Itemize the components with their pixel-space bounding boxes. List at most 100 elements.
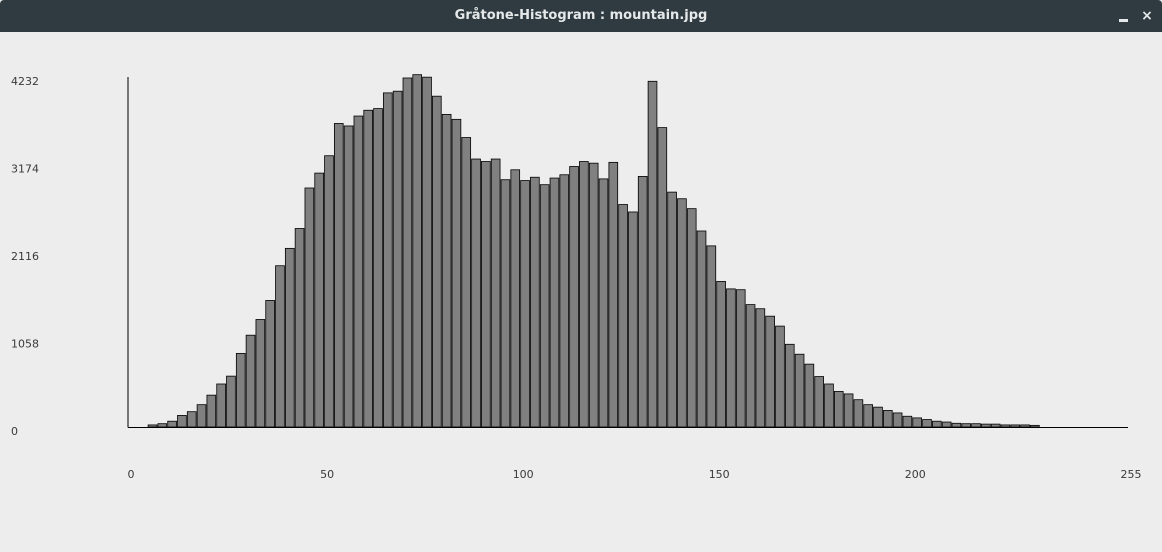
histogram-bar — [1000, 424, 1011, 428]
histogram-bar — [755, 308, 766, 428]
histogram-bar — [265, 300, 275, 428]
close-button[interactable]: × — [1137, 6, 1157, 26]
histogram-bar — [549, 177, 560, 428]
histogram-bar — [206, 394, 217, 428]
histogram-bar — [775, 325, 785, 428]
y-tick-label: 0 — [11, 425, 18, 438]
histogram-bar — [177, 415, 187, 428]
minimize-icon — [1119, 19, 1128, 22]
histogram-bar — [284, 247, 295, 428]
histogram-bar — [628, 211, 638, 428]
histogram-bar — [520, 180, 530, 428]
histogram-bar — [873, 406, 883, 428]
histogram-bar — [245, 334, 256, 428]
x-tick-label: 100 — [513, 468, 534, 481]
window-title: Gråtone-Histogram : mountain.jpg — [454, 8, 708, 23]
histogram-bar — [373, 108, 383, 428]
window-titlebar[interactable]: Gråtone-Histogram : mountain.jpg × — [0, 0, 1162, 32]
histogram-bar — [833, 391, 844, 428]
histogram-bar — [353, 115, 364, 428]
histogram-bar — [275, 265, 285, 428]
histogram-bar — [922, 419, 932, 428]
histogram-bar — [932, 420, 942, 428]
histogram-bar — [598, 178, 609, 428]
histogram-bar — [814, 376, 824, 428]
x-tick-label: 0 — [128, 468, 135, 481]
histogram-bar — [461, 137, 472, 428]
y-tick-label: 4232 — [11, 75, 39, 88]
histogram-bar — [588, 162, 599, 428]
histogram-bar — [716, 281, 726, 428]
histogram-bar — [971, 423, 981, 428]
histogram-bar — [226, 375, 236, 428]
histogram-bar — [1020, 424, 1030, 428]
histogram-bar — [706, 245, 717, 428]
x-tick-label: 50 — [320, 468, 334, 481]
histogram-bar — [569, 166, 579, 428]
histogram-bar — [902, 415, 913, 428]
histogram-bar — [824, 383, 834, 428]
histogram-bar — [314, 172, 324, 428]
histogram-bar — [647, 80, 658, 428]
histogram-bar — [216, 383, 226, 428]
histogram-bar — [392, 90, 403, 428]
histogram-bar — [422, 76, 432, 428]
histogram-bar — [235, 352, 246, 428]
histogram-bar — [157, 423, 168, 428]
histogram-bar — [441, 113, 452, 428]
histogram-bar — [941, 421, 952, 428]
histogram-bar — [333, 123, 344, 428]
histogram-bar — [196, 404, 207, 428]
histogram-bar — [412, 74, 423, 428]
histogram-bar — [1010, 424, 1021, 428]
y-tick-label: 3174 — [11, 163, 39, 176]
histogram-bar — [657, 127, 668, 428]
histogram-bar — [745, 304, 756, 428]
minimize-button[interactable] — [1114, 6, 1134, 26]
histogram-bar — [990, 423, 1001, 428]
histogram-chart: 0 1058 2116 3174 4232 0 50 100 150 200 255 — [11, 74, 1142, 481]
histogram-bar — [892, 412, 903, 428]
y-tick-label: 2116 — [11, 250, 39, 263]
close-icon: × — [1141, 8, 1153, 24]
histogram-bar — [608, 161, 619, 428]
histogram-bar — [324, 155, 334, 428]
histogram-bar — [294, 228, 305, 428]
histogram-bar — [539, 184, 550, 428]
histogram-bar — [255, 319, 266, 428]
histogram-bar — [784, 343, 795, 428]
histogram-bar — [961, 423, 972, 428]
histogram-bars — [147, 74, 1040, 428]
histogram-bar — [186, 411, 197, 428]
x-tick-labels: 0 50 100 150 200 255 — [128, 468, 1142, 481]
histogram-bar — [343, 125, 354, 428]
histogram-bar — [686, 208, 697, 428]
histogram-bar — [363, 109, 373, 428]
histogram-bar — [481, 161, 491, 428]
histogram-bar — [667, 191, 677, 428]
histogram-bar — [912, 417, 923, 428]
histogram-bar — [382, 92, 393, 428]
histogram-bar — [843, 393, 854, 428]
histogram-bar — [618, 204, 628, 428]
histogram-bar — [765, 315, 775, 428]
histogram-bar — [696, 230, 707, 428]
histogram-bar — [883, 410, 893, 428]
histogram-bar — [981, 423, 991, 428]
histogram-bar — [432, 95, 442, 428]
histogram-bar — [304, 187, 315, 428]
histogram-bar — [559, 174, 570, 428]
histogram-bar — [471, 158, 481, 428]
histogram-bar — [726, 288, 736, 428]
histogram-bar — [167, 420, 177, 428]
histogram-bar — [735, 289, 746, 428]
histogram-bar — [490, 158, 501, 428]
y-tick-labels: 0 1058 2116 3174 4232 — [11, 75, 39, 438]
histogram-bar — [579, 161, 589, 428]
histogram-bar — [853, 399, 864, 428]
histogram-bar — [804, 363, 815, 428]
histogram-bar — [637, 176, 648, 428]
histogram-bar — [147, 424, 158, 428]
histogram-bar — [510, 169, 521, 428]
histogram-bar — [951, 422, 962, 428]
